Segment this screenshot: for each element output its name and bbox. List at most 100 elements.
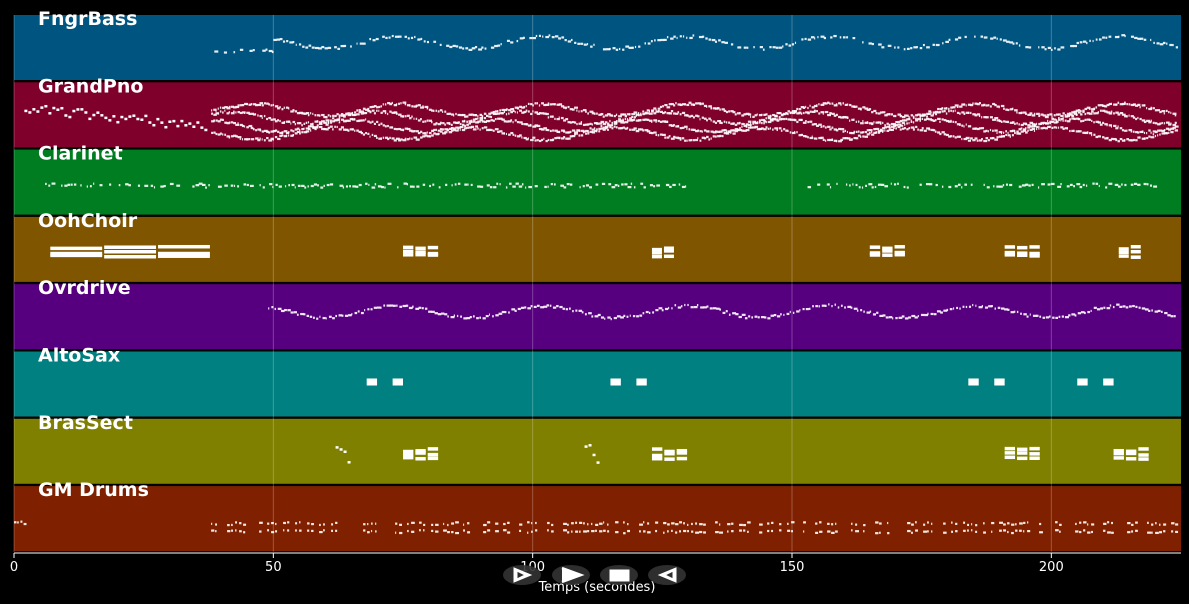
note xyxy=(272,129,276,133)
note xyxy=(992,129,994,132)
note xyxy=(743,46,747,49)
note xyxy=(520,306,525,309)
note xyxy=(468,122,471,125)
note xyxy=(492,110,496,114)
note xyxy=(556,136,561,139)
note xyxy=(971,529,973,532)
note xyxy=(388,36,391,39)
note xyxy=(325,119,330,122)
note xyxy=(446,44,450,47)
note xyxy=(907,529,911,533)
note xyxy=(575,309,578,312)
note xyxy=(684,103,686,106)
note xyxy=(560,184,564,187)
note xyxy=(1157,134,1159,137)
note xyxy=(569,108,573,111)
note xyxy=(461,113,466,117)
note xyxy=(1073,185,1075,188)
note xyxy=(623,314,626,317)
note xyxy=(725,130,728,133)
note xyxy=(68,115,72,119)
note xyxy=(888,113,891,116)
note xyxy=(1135,305,1138,309)
note xyxy=(327,114,330,117)
note xyxy=(1071,129,1075,133)
note xyxy=(80,108,84,111)
note xyxy=(943,531,947,534)
note xyxy=(1029,313,1031,316)
note xyxy=(1011,531,1014,535)
note xyxy=(244,102,248,106)
note xyxy=(1146,183,1149,186)
note xyxy=(285,131,290,135)
note xyxy=(481,127,484,130)
note xyxy=(1036,125,1039,129)
note xyxy=(862,135,865,138)
note xyxy=(581,311,584,314)
note xyxy=(343,450,347,454)
note xyxy=(373,134,377,138)
note xyxy=(547,116,550,119)
note xyxy=(602,115,605,118)
note xyxy=(427,245,439,250)
note xyxy=(523,136,527,140)
note xyxy=(871,133,875,136)
note xyxy=(1087,310,1090,314)
note xyxy=(702,35,705,38)
note xyxy=(1130,255,1141,259)
note xyxy=(942,42,944,45)
note xyxy=(802,106,806,109)
note xyxy=(666,136,670,139)
note xyxy=(505,113,508,116)
note xyxy=(250,112,255,115)
note xyxy=(1023,530,1025,533)
note xyxy=(172,119,176,123)
note xyxy=(916,46,918,49)
note xyxy=(813,123,817,126)
note xyxy=(937,111,941,114)
note xyxy=(450,113,454,116)
note xyxy=(1099,135,1101,138)
note xyxy=(590,45,593,48)
stop-button[interactable] xyxy=(600,565,638,585)
note xyxy=(697,102,702,105)
note xyxy=(955,522,958,525)
note xyxy=(620,316,624,319)
note xyxy=(563,186,567,189)
note xyxy=(1127,531,1131,534)
note xyxy=(389,110,392,113)
note xyxy=(318,122,323,125)
note xyxy=(908,122,910,125)
note xyxy=(656,184,661,187)
note xyxy=(676,451,688,455)
note xyxy=(292,130,295,133)
forward-button[interactable] xyxy=(552,565,590,585)
note xyxy=(1031,183,1034,186)
play-button[interactable] xyxy=(503,565,541,585)
note xyxy=(417,38,421,41)
note xyxy=(563,522,567,526)
note xyxy=(395,103,398,106)
note xyxy=(259,530,262,533)
note xyxy=(983,183,985,186)
rewind-button[interactable] xyxy=(648,565,686,585)
note xyxy=(351,118,356,121)
note xyxy=(1051,120,1055,123)
note xyxy=(963,112,966,115)
note xyxy=(1020,111,1023,114)
note xyxy=(1018,123,1020,126)
note xyxy=(1011,523,1015,526)
note xyxy=(798,108,802,111)
note xyxy=(913,46,918,49)
note xyxy=(466,115,469,118)
note xyxy=(406,114,410,117)
note xyxy=(295,43,297,46)
note xyxy=(695,102,698,105)
note xyxy=(239,48,244,51)
note xyxy=(343,115,346,118)
note xyxy=(776,128,778,132)
note xyxy=(670,103,674,106)
note xyxy=(651,251,662,255)
note xyxy=(351,113,356,117)
note xyxy=(339,184,344,187)
